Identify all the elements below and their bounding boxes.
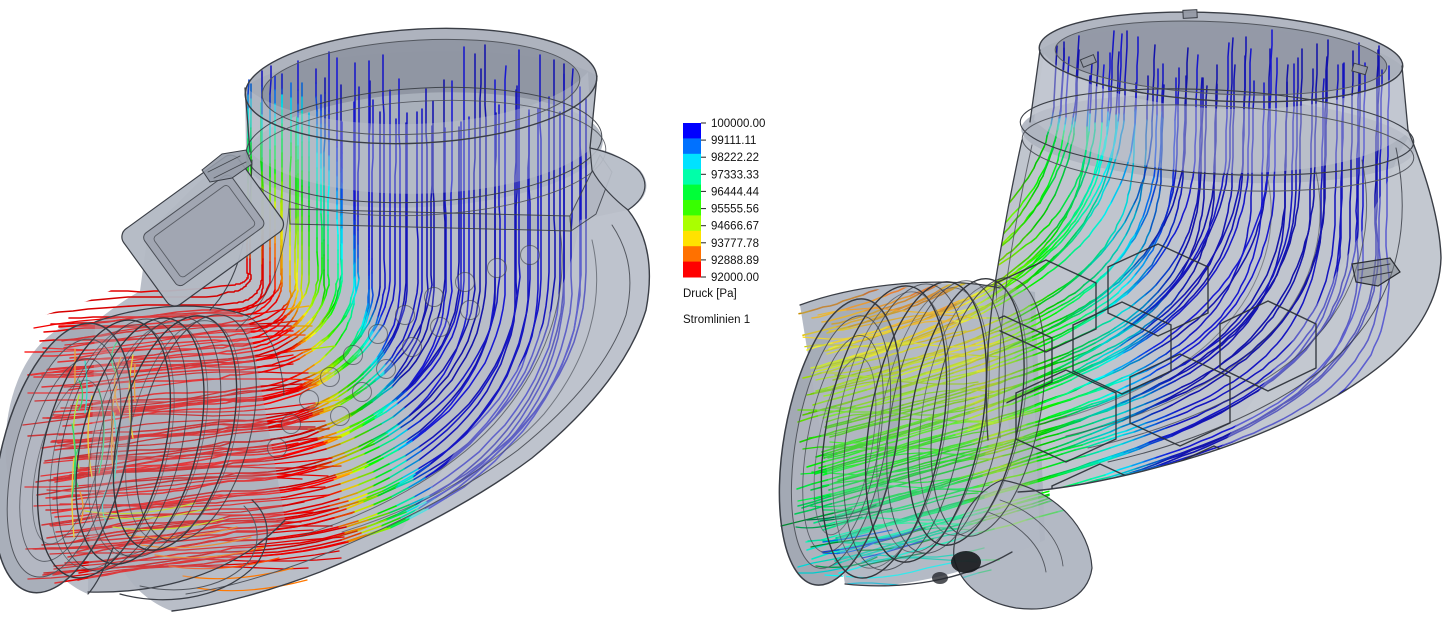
svg-text:Stromlinien 1: Stromlinien 1 [683,314,750,326]
svg-text:95555.56: 95555.56 [711,204,759,216]
svg-text:100000.00: 100000.00 [711,118,765,130]
svg-text:Druck [Pa]: Druck [Pa] [683,288,737,300]
svg-text:97333.33: 97333.33 [711,169,759,181]
svg-text:92000.00: 92000.00 [711,272,759,284]
svg-text:99111.11: 99111.11 [711,135,756,147]
svg-text:92888.89: 92888.89 [711,255,759,267]
svg-text:98222.22: 98222.22 [711,152,759,164]
svg-text:94666.67: 94666.67 [711,221,759,233]
svg-text:96444.44: 96444.44 [711,186,760,198]
svg-text:93777.78: 93777.78 [711,238,759,250]
